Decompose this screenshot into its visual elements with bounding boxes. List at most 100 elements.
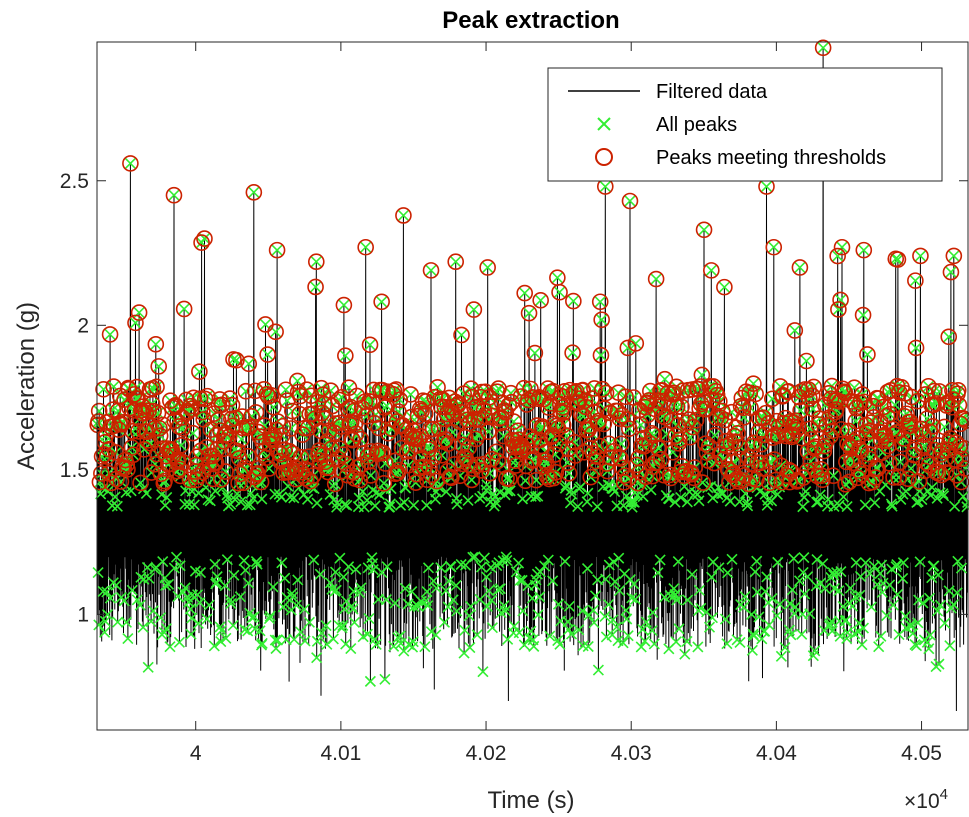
threshold-peak-marker — [173, 409, 191, 426]
threshold-peak-marker — [943, 398, 960, 416]
all-peaks-marker — [389, 597, 401, 609]
all-peaks-marker — [412, 600, 424, 613]
threshold-peak-marker — [361, 336, 379, 354]
all-peaks-marker — [832, 250, 844, 262]
all-peaks-marker — [99, 615, 111, 627]
threshold-peak-marker — [103, 474, 120, 492]
all-peaks-marker — [361, 628, 374, 640]
all-peaks-marker — [142, 661, 154, 673]
threshold-peak-marker — [507, 457, 525, 474]
legend-label-all-peaks: All peaks — [656, 114, 737, 136]
all-peaks-marker — [425, 264, 437, 276]
all-peaks-marker — [626, 592, 638, 604]
threshold-peak-marker — [577, 398, 594, 416]
all-peaks-marker — [835, 565, 847, 578]
all-peaks-marker — [898, 432, 910, 445]
all-peaks-marker — [381, 561, 393, 573]
all-peaks-marker — [430, 629, 442, 641]
all-peaks-marker — [161, 491, 173, 504]
threshold-peak-marker — [116, 391, 133, 408]
threshold-peak-marker — [825, 467, 842, 485]
all-peaks-marker — [566, 488, 578, 500]
threshold-peak-marker — [441, 468, 459, 486]
all-peaks-marker — [884, 579, 896, 591]
all-peaks-marker — [510, 566, 522, 578]
all-peaks-marker — [822, 493, 834, 506]
threshold-peak-marker — [687, 411, 705, 429]
all-peaks-marker — [599, 610, 611, 622]
all-peaks-marker — [844, 582, 856, 594]
all-peaks-marker — [284, 491, 296, 503]
all-peaks-marker — [671, 594, 683, 606]
threshold-peak-marker — [337, 347, 354, 364]
all-peaks-marker — [686, 568, 698, 580]
all-peaks-marker — [696, 369, 708, 381]
all-peaks-marker — [923, 592, 936, 604]
threshold-peak-marker — [703, 391, 721, 409]
all-peaks-marker — [774, 380, 786, 393]
y-tick-label: 2 — [77, 314, 89, 337]
x-tick-label: 4.02 — [466, 742, 507, 765]
all-peaks-marker — [518, 639, 530, 651]
threshold-peak-marker — [464, 460, 482, 477]
all-peaks-marker — [238, 554, 250, 567]
all-peaks-marker — [693, 584, 705, 596]
all-peaks-marker — [865, 601, 877, 613]
threshold-peak-marker — [453, 326, 470, 344]
threshold-peak-marker — [390, 461, 408, 479]
all-peaks-marker — [876, 559, 888, 571]
all-peaks-marker — [92, 566, 104, 579]
all-peaks-marker — [831, 567, 843, 579]
all-peaks-marker — [471, 629, 483, 641]
all-peaks-marker — [303, 616, 315, 628]
threshold-peak-marker — [223, 396, 241, 414]
threshold-peak-marker — [148, 378, 165, 396]
threshold-peak-marker — [859, 346, 876, 363]
all-peaks-marker — [513, 627, 525, 639]
all-peaks-marker — [594, 296, 606, 308]
all-peaks-marker — [112, 616, 124, 628]
threshold-peak-marker — [925, 396, 942, 414]
threshold-peak-marker — [942, 263, 960, 281]
threshold-peak-marker — [617, 388, 634, 406]
all-peaks-marker — [799, 588, 811, 600]
threshold-peak-marker — [520, 304, 538, 322]
all-peaks-marker — [451, 498, 463, 510]
all-peaks-marker — [208, 640, 220, 652]
threshold-peak-marker — [628, 456, 645, 474]
all-peaks-marker — [921, 636, 933, 648]
all-peaks-marker — [209, 485, 221, 497]
threshold-peak-marker — [450, 395, 467, 412]
all-peaks-marker — [279, 572, 291, 584]
threshold-peak-marker — [357, 238, 374, 256]
threshold-peak-marker — [541, 395, 559, 412]
all-peaks-marker — [532, 490, 544, 502]
all-peaks-marker — [588, 617, 600, 629]
all-peaks-marker — [490, 496, 502, 508]
all-peaks-marker — [514, 574, 526, 586]
all-peaks-marker — [849, 628, 861, 640]
all-peaks-marker — [718, 281, 730, 293]
all-peaks-marker — [567, 295, 579, 307]
all-peaks-marker — [134, 599, 146, 611]
all-peaks-marker — [881, 609, 893, 622]
all-peaks-marker — [961, 501, 969, 513]
all-peaks-marker — [369, 500, 381, 512]
all-peaks-marker — [220, 632, 232, 644]
threshold-peak-marker — [833, 238, 851, 256]
all-peaks-marker — [512, 557, 525, 569]
all-peaks-marker — [753, 611, 765, 623]
threshold-peak-marker — [671, 431, 688, 449]
threshold-peak-marker — [323, 397, 341, 415]
threshold-peak-marker — [703, 262, 720, 279]
threshold-peak-marker — [239, 447, 257, 465]
all-peaks-marker — [486, 594, 498, 606]
all-peaks-marker — [544, 630, 556, 642]
all-peaks-marker — [477, 490, 489, 502]
all-peaks-marker — [608, 556, 620, 568]
all-peaks-marker — [706, 571, 718, 583]
all-peaks-marker — [465, 600, 477, 612]
all-peaks-marker — [756, 633, 768, 645]
all-peaks-marker — [869, 497, 881, 509]
all-peaks-marker — [945, 266, 957, 278]
